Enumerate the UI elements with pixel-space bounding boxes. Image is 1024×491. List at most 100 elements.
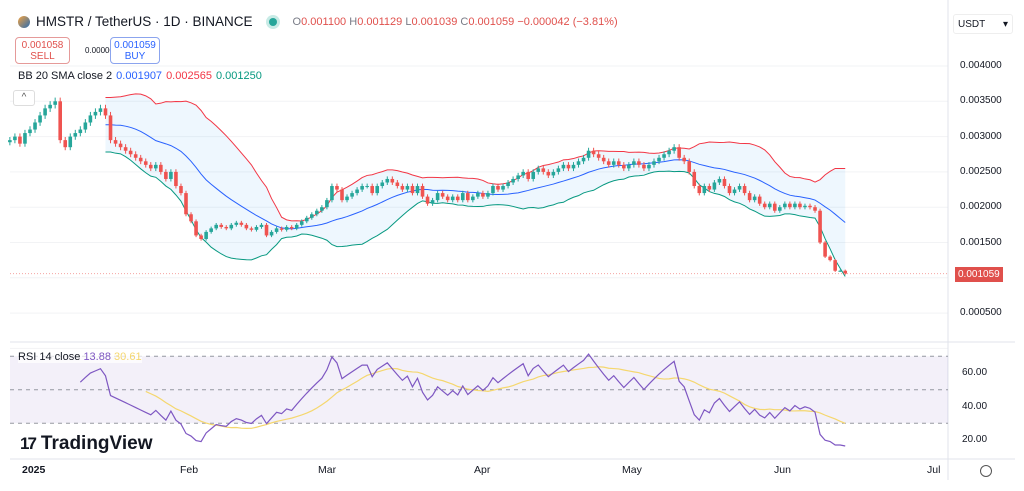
candle (450, 194, 455, 203)
candle-body (793, 203, 797, 208)
candle (355, 187, 359, 196)
bb-legend[interactable]: BB 20 SMA close 2 0.001907 0.002565 0.00125… (18, 70, 262, 82)
candle-body (440, 193, 445, 197)
bb-upper-line (105, 93, 846, 222)
candle (481, 190, 485, 199)
tradingview-logo: 17 TradingView (20, 433, 153, 454)
candle-body (390, 178, 395, 183)
price-tick: 0.003000 (960, 130, 1002, 142)
candle-body (561, 164, 566, 169)
candle-body (546, 171, 551, 176)
candle (727, 183, 732, 196)
candle-body (148, 164, 153, 169)
candle (476, 190, 480, 199)
candle-body (657, 157, 661, 162)
candle (677, 144, 681, 161)
candle-body (340, 189, 344, 201)
candle (420, 183, 425, 199)
market-open-icon (268, 17, 277, 26)
candle (189, 212, 193, 224)
candle (405, 183, 410, 192)
candle (672, 144, 676, 154)
candle (370, 183, 374, 196)
candle-body (83, 122, 88, 130)
candle (53, 97, 57, 109)
rsi-legend[interactable]: RSI 14 close 13.88 30.61 (18, 351, 142, 363)
candle (501, 183, 505, 192)
settings-icon[interactable] (980, 465, 992, 477)
candle (798, 201, 802, 210)
bb-lower-line (105, 151, 846, 277)
buy-button[interactable]: 0.001059 BUY (110, 37, 160, 64)
candle-body (823, 242, 827, 257)
candle (320, 205, 324, 213)
chevron-down-icon: ▾ (1002, 19, 1008, 30)
symbol-header: HMSTR / TetherUS · 1D · BINANCE O0.00110… (18, 14, 618, 29)
candle-body (687, 161, 692, 172)
candle-body (772, 203, 777, 211)
candle-body (496, 186, 500, 190)
candle-body (219, 224, 224, 227)
candle (722, 176, 727, 189)
candle (113, 137, 118, 147)
candle-body (118, 143, 123, 148)
candle-body (611, 161, 616, 165)
collapse-legend-button[interactable]: ^ (13, 90, 35, 106)
candle (466, 190, 470, 203)
candle-body (103, 108, 108, 116)
candle-body (164, 171, 168, 179)
candle (244, 222, 249, 231)
candle-body (501, 186, 505, 190)
candle (823, 240, 827, 258)
candle-body (234, 222, 239, 225)
candle (627, 162, 631, 172)
candle-body (616, 161, 621, 165)
candle (536, 165, 541, 175)
candle-body (73, 133, 78, 137)
candle-body (566, 164, 571, 169)
candle-body (747, 193, 752, 201)
candle-body (818, 210, 822, 243)
candle (360, 183, 364, 192)
candle-body (259, 224, 264, 227)
candle (471, 194, 475, 203)
currency-select[interactable]: USDT ▾ (953, 14, 1013, 34)
rsi-tick: 60.00 (962, 367, 988, 378)
bb-fill (105, 93, 846, 277)
candle (214, 222, 218, 231)
candle-body (828, 256, 832, 261)
candle-body (622, 164, 626, 169)
candle (78, 126, 83, 137)
candle (546, 169, 551, 179)
candle-body (576, 161, 581, 165)
candle (742, 183, 747, 196)
candle-body (742, 186, 747, 194)
candle-body (38, 115, 42, 123)
candle (531, 169, 536, 182)
candle-body (224, 226, 229, 229)
candle (707, 183, 712, 192)
candle-body (269, 231, 274, 236)
candle (783, 201, 787, 210)
candle (254, 225, 259, 232)
candle-body (239, 222, 244, 225)
candle-body (43, 108, 47, 116)
candle-body (375, 186, 380, 194)
candle (174, 169, 178, 189)
price-tick: 0.001500 (960, 236, 1002, 248)
candle (662, 151, 666, 161)
candle-body (194, 221, 198, 236)
candle-body (415, 186, 420, 194)
candle (747, 190, 752, 203)
candle (18, 133, 22, 147)
candle-body (803, 205, 807, 208)
candle-body (154, 164, 158, 169)
sell-price: 0.001058 (21, 39, 64, 51)
candle-body (732, 189, 737, 194)
candle (118, 140, 123, 151)
candle-body (58, 101, 62, 141)
candle-body (113, 140, 118, 144)
symbol-title[interactable]: HMSTR / TetherUS · 1D · BINANCE (36, 14, 253, 29)
sell-button[interactable]: 0.001058 SELL (15, 37, 70, 64)
